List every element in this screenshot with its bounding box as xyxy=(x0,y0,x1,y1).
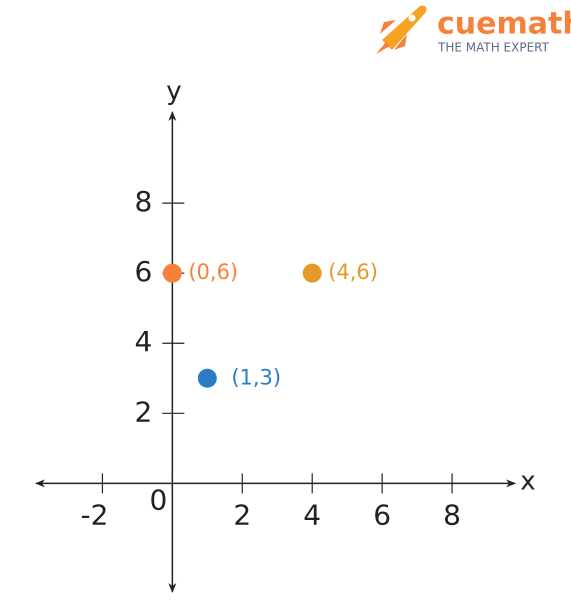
point xyxy=(302,263,322,283)
y-tick-label: 6 xyxy=(135,255,153,288)
y-tick-label: 4 xyxy=(135,325,153,358)
y-axis-label: y xyxy=(166,77,181,107)
x-tick-label: 6 xyxy=(373,498,391,531)
y-tick-label: 8 xyxy=(135,185,153,218)
x-tick-label: -2 xyxy=(80,498,108,531)
point-label: (0,6) xyxy=(188,260,238,284)
brand-name: cuemath xyxy=(437,7,571,42)
point xyxy=(197,368,217,388)
x-tick-label: 2 xyxy=(233,498,251,531)
point-label: (4,6) xyxy=(328,260,378,284)
x-tick-label: 4 xyxy=(303,498,321,531)
brand-tagline: THE MATH EXPERT xyxy=(437,41,550,55)
x-tick-label: 0 xyxy=(149,483,167,516)
x-tick-label: 8 xyxy=(443,498,461,531)
logo-icon xyxy=(376,5,427,54)
x-axis-label: x xyxy=(520,467,535,497)
point-label: (1,3) xyxy=(231,365,281,389)
y-tick-label: 2 xyxy=(135,395,153,428)
point xyxy=(162,263,182,283)
